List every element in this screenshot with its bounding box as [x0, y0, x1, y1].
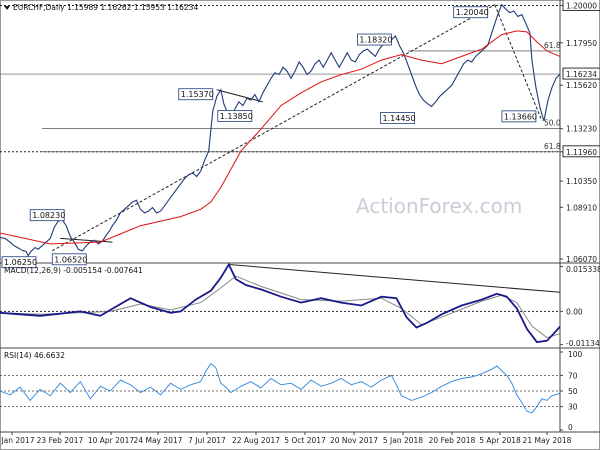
- rsi-y-tick-label: 30: [568, 403, 578, 412]
- fib-label: 61.8: [544, 142, 561, 151]
- price-annotation-box: [51, 253, 87, 266]
- rsi-line: [0, 363, 561, 414]
- dashed-trendline-up: [51, 4, 496, 252]
- price-annotation-box: [217, 109, 253, 122]
- dropdown-triangle-icon: [4, 6, 10, 10]
- macd-line: [0, 262, 561, 344]
- x-tick-label: 22 Aug 2017: [232, 436, 280, 445]
- macd-trendline: [228, 263, 561, 293]
- price-y-tick-label: 1.20000: [566, 1, 597, 10]
- price-y-tick-label: 1.15620: [566, 81, 597, 90]
- x-tick-label: 7 Jul 2017: [188, 436, 226, 445]
- x-tick-label: 20 Feb 2018: [429, 436, 476, 445]
- price-annotation-box: [501, 110, 537, 123]
- channel-line: [60, 237, 113, 243]
- price-annotation-box: [453, 6, 489, 19]
- price-level-box: [562, 0, 600, 11]
- price-panel-header: EURCHF,Daily 1.15989 1.16262 1.15953 1.1…: [13, 3, 198, 12]
- price-annotation-box: [1, 256, 37, 269]
- macd-y-tick-label: -0.011346: [566, 339, 600, 348]
- price-level-box: [562, 145, 600, 158]
- rsi-y-tick-label: 100: [568, 350, 583, 359]
- price-y-tick-label: 1.06070: [566, 255, 597, 264]
- price-annotation-label: 1.13660: [504, 112, 537, 121]
- x-tick-label: 10 Jan 2017: [0, 436, 35, 445]
- dashed-trendline-down: [494, 4, 543, 122]
- rsi-y-tick-label: 70: [568, 371, 578, 380]
- price-annotation-label: 1.06520: [54, 255, 87, 264]
- current-price-box: [562, 67, 600, 80]
- moving-average-line: [0, 30, 561, 245]
- price-line: [0, 3, 561, 257]
- rsi-panel-header: RSI(14) 46.6632: [4, 351, 65, 360]
- price-annotation-box: [178, 88, 214, 101]
- price-y-tick-label: 1.08910: [566, 203, 597, 212]
- macd-panel-header: MACD(12,26,9) -0.005154 -0.007641: [4, 266, 143, 275]
- fib-label: 50.0: [544, 119, 561, 128]
- current-price-label: 1.16234: [566, 70, 597, 79]
- x-tick-label: 24 May 2017: [134, 436, 183, 445]
- x-tick-label: 20 Nov 2017: [330, 436, 378, 445]
- price-annotation-box: [357, 33, 392, 46]
- rsi-y-tick-label: 50: [568, 387, 578, 396]
- price-annotation-box: [380, 112, 415, 124]
- macd-y-tick-label: 0.00: [566, 307, 583, 316]
- price-annotation-label: 1.18320: [359, 36, 392, 45]
- x-tick-label: 5 Apr 2018: [479, 436, 521, 445]
- rsi-y-tick-label: 0: [568, 423, 573, 432]
- price-annotation-label: 1.06250: [4, 258, 37, 267]
- price-annotation-label: 1.13850: [220, 112, 253, 121]
- price-y-tick-label: 1.11960: [566, 148, 597, 157]
- x-tick-label: 23 Feb 2017: [37, 436, 84, 445]
- fib-label: 61.8: [544, 41, 561, 50]
- x-tick-label: 21 May 2018: [523, 436, 572, 445]
- price-annotation-label: 1.20040: [456, 8, 489, 17]
- x-tick-label: 10 Apr 2017: [88, 436, 135, 445]
- x-tick-label: 5 Oct 2017: [284, 436, 326, 445]
- channel-line: [216, 89, 264, 103]
- macd-y-tick-label: 0.015338: [566, 265, 600, 274]
- price-y-tick-label: 1.13230: [566, 125, 597, 134]
- watermark-text: ActionForex.com: [356, 194, 522, 218]
- price-y-tick-label: 1.17950: [566, 39, 597, 48]
- price-y-tick-label: 1.10350: [566, 177, 597, 186]
- x-tick-label: 5 Jan 2018: [383, 436, 423, 445]
- price-annotation-label: 1.08230: [32, 211, 65, 220]
- price-annotation-label: 1.15370: [181, 90, 214, 99]
- price-annotation-label: 1.14450: [383, 114, 416, 123]
- price-annotation-box: [29, 209, 65, 222]
